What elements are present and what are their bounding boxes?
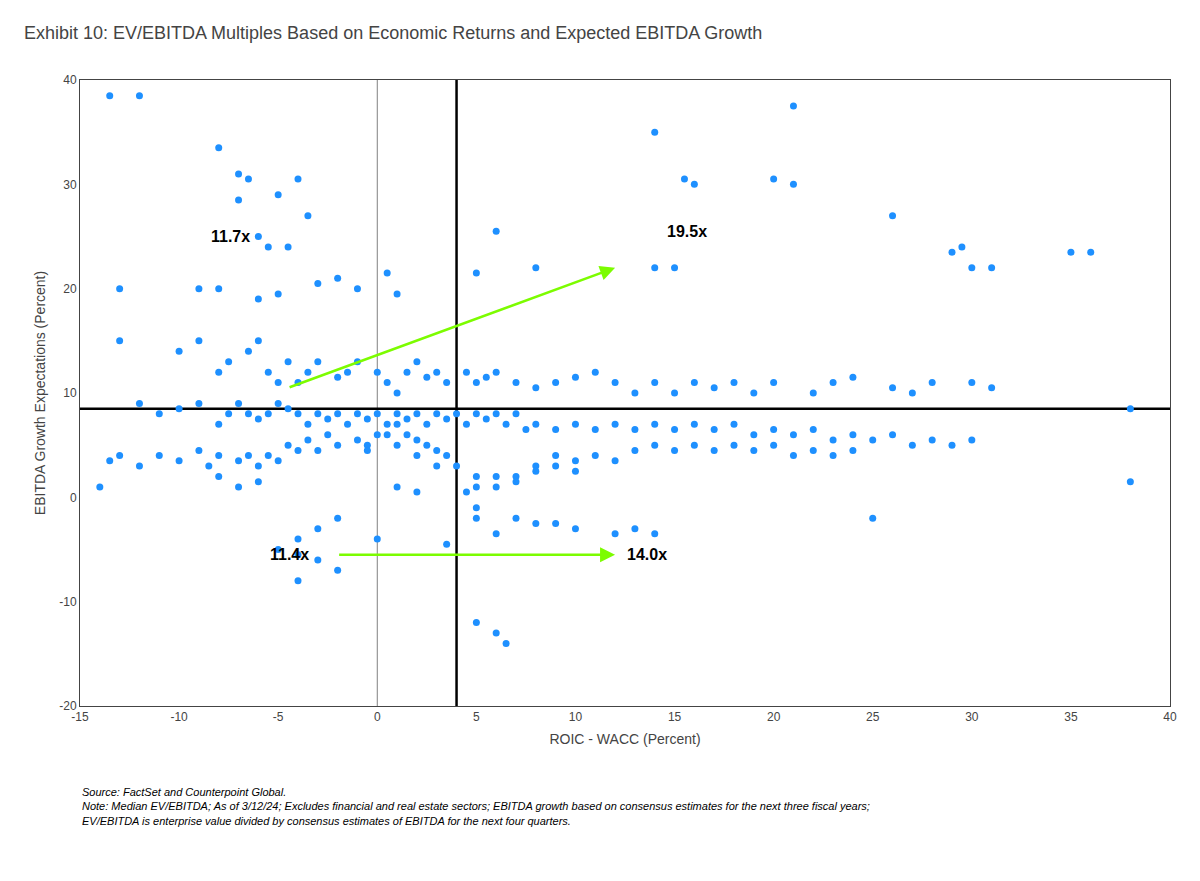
svg-text:ROIC - WACC (Percent): ROIC - WACC (Percent) (549, 731, 700, 747)
svg-text:-5: -5 (273, 710, 284, 724)
svg-text:11.7x: 11.7x (211, 228, 250, 245)
svg-text:Exhibit 10: EV/EBITDA Multiple: Exhibit 10: EV/EBITDA Multiples Based on… (24, 23, 762, 43)
svg-text:40: 40 (63, 73, 77, 87)
svg-text:15: 15 (668, 710, 682, 724)
svg-text:35: 35 (1064, 710, 1078, 724)
svg-text:-15: -15 (71, 710, 89, 724)
svg-text:0: 0 (70, 491, 77, 505)
svg-text:5: 5 (473, 710, 480, 724)
svg-text:11.4x: 11.4x (270, 546, 309, 563)
svg-text:EBITDA Growth Expectations (Pe: EBITDA Growth Expectations (Percent) (32, 271, 48, 515)
svg-text:Source: FactSet and Counterpoi: Source: FactSet and Counterpoint Global.… (82, 786, 870, 827)
svg-text:-20: -20 (59, 699, 77, 713)
svg-text:25: 25 (866, 710, 880, 724)
svg-text:30: 30 (965, 710, 979, 724)
svg-text:-10: -10 (59, 595, 77, 609)
svg-text:10: 10 (63, 386, 77, 400)
svg-text:40: 40 (1163, 710, 1177, 724)
svg-text:0: 0 (374, 710, 381, 724)
svg-text:14.0x: 14.0x (627, 546, 667, 563)
svg-text:20: 20 (63, 282, 77, 296)
svg-text:20: 20 (767, 710, 781, 724)
svg-text:30: 30 (63, 178, 77, 192)
svg-text:10: 10 (569, 710, 583, 724)
svg-text:-10: -10 (170, 710, 188, 724)
svg-text:19.5x: 19.5x (667, 223, 707, 240)
